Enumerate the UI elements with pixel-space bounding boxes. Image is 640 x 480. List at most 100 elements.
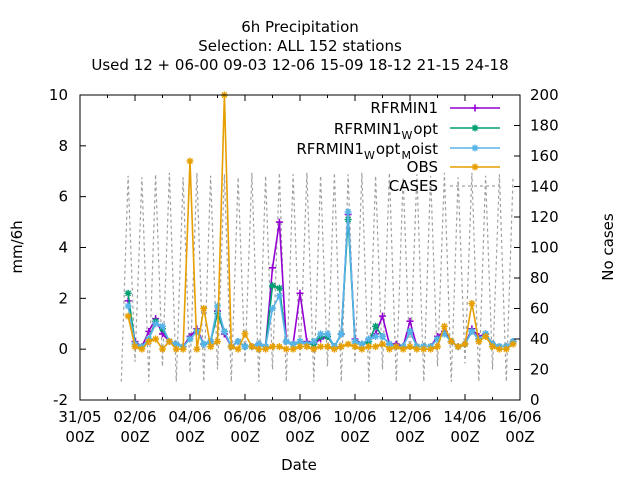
point-s3-1: [131, 343, 139, 351]
chart-title-line-2: Selection: ALL 152 stations: [198, 37, 402, 55]
point-s1-36: [372, 322, 380, 330]
point-s3-24: [289, 345, 297, 353]
point-s1-22: [275, 284, 283, 292]
point-s2-7: [172, 340, 180, 348]
x-tick-label-hour-1: 00Z: [120, 428, 149, 446]
point-s3-31: [337, 343, 345, 351]
point-s3-16: [234, 345, 242, 353]
point-s3-12: [207, 343, 215, 351]
precip-series: [124, 91, 517, 353]
point-s2-5: [159, 322, 166, 330]
point-s3-54: [495, 345, 503, 353]
chart-title-line-1: 6h Precipitation: [241, 18, 359, 36]
point-s3-46: [440, 322, 448, 330]
point-s2-41: [406, 327, 414, 335]
point-s2-9: [186, 335, 194, 343]
point-s2-25: [296, 338, 304, 346]
point-s2-22: [275, 292, 283, 300]
point-s2-27: [310, 338, 318, 346]
y2-tick-label-7: 140: [530, 178, 559, 196]
point-s0-37: [379, 312, 386, 320]
point-s3-9: [186, 157, 194, 165]
x-tick-label-date-1: 02/06: [113, 408, 156, 426]
point-s2-31: [337, 330, 345, 338]
point-s3-18: [248, 343, 256, 351]
point-s2-19: [255, 340, 263, 348]
point-s3-47: [447, 338, 455, 346]
legend-samples: [450, 104, 500, 187]
point-s3-52: [482, 332, 490, 340]
legend-obs-text: OBS: [407, 158, 438, 176]
point-s3-38: [385, 345, 393, 353]
x-tick-label-hour-2: 00Z: [175, 428, 204, 446]
chart-title-line-3: Used 12 + 06-00 09-03 12-06 15-09 18-12 …: [91, 56, 508, 74]
cases-series: [120, 172, 514, 382]
y2-axis-label: No cases: [599, 213, 617, 281]
x-axis-label: Date: [281, 456, 317, 474]
point-s2-13: [214, 302, 221, 310]
point-s2-38: [385, 340, 393, 348]
point-s3-7: [172, 345, 180, 353]
point-s3-5: [159, 345, 166, 353]
point-s3-20: [262, 345, 270, 353]
point-s3-41: [406, 343, 414, 351]
point-s0-21: [269, 264, 276, 272]
legend-rfrmin1-text: RFRMIN1: [370, 99, 438, 117]
y-tick-label-2: 2: [58, 289, 68, 307]
point-s0-25: [296, 289, 304, 297]
x-tick-label-hour-7: 00Z: [450, 428, 479, 446]
point-s3-19: [255, 345, 263, 353]
point-s3-15: [227, 343, 235, 351]
point-s3-13: [214, 338, 221, 346]
y2-tick-label-0: 0: [530, 391, 540, 409]
y2-tick-label-8: 160: [530, 147, 559, 165]
point-s1-21: [269, 282, 276, 290]
point-s3-37: [379, 340, 386, 348]
point-s3-32: [344, 340, 352, 348]
point-s2-0: [124, 302, 132, 310]
legend-w-opt-sub: W: [402, 129, 413, 142]
legend-label-rfrmin1-w-opt: RFRMIN1Wopt: [334, 120, 438, 142]
point-s2-35: [365, 335, 373, 343]
point-s3-22: [275, 343, 283, 351]
point-s3-30: [330, 345, 338, 353]
point-s0-22: [275, 218, 283, 226]
point-s3-53: [489, 343, 496, 351]
point-s3-4: [152, 335, 160, 343]
point-s3-29: [324, 343, 331, 351]
x-tick-label-hour-0: 00Z: [65, 428, 94, 446]
point-s2-14: [220, 327, 228, 335]
point-s1-0: [124, 289, 132, 297]
legend-marker-1: [471, 124, 479, 132]
x-tick-label-hour-3: 00Z: [230, 428, 259, 446]
point-s2-28: [317, 330, 325, 338]
point-s0-41: [406, 317, 414, 325]
point-s3-39: [392, 343, 400, 351]
y-axis-label: mm/6h: [8, 220, 26, 273]
point-s3-55: [502, 345, 510, 353]
point-s3-43: [420, 345, 428, 353]
legend-label-cases: CASES: [389, 177, 438, 195]
point-s2-46: [440, 330, 448, 338]
x-tick-label-date-8: 16/06: [498, 408, 541, 426]
point-s2-32: [344, 208, 352, 216]
point-s3-10: [193, 345, 201, 353]
point-s3-35: [365, 343, 373, 351]
legend-w-opt-rest: opt: [413, 120, 438, 138]
point-s2-33: [351, 338, 359, 346]
point-s3-26: [303, 343, 311, 351]
point-s3-48: [454, 343, 462, 351]
point-s3-3: [145, 338, 153, 346]
y2-tick-label-4: 80: [530, 269, 549, 287]
point-s3-28: [317, 343, 325, 351]
point-s3-42: [413, 345, 421, 353]
point-s3-49: [461, 340, 469, 348]
legend-marker-2: [471, 144, 479, 152]
point-s3-51: [475, 338, 483, 346]
series-line-3: [127, 94, 514, 351]
point-s2-34: [358, 340, 366, 348]
point-s3-50: [468, 299, 476, 307]
point-s3-21: [269, 343, 276, 351]
x-tick-label-date-5: 10/06: [333, 408, 376, 426]
